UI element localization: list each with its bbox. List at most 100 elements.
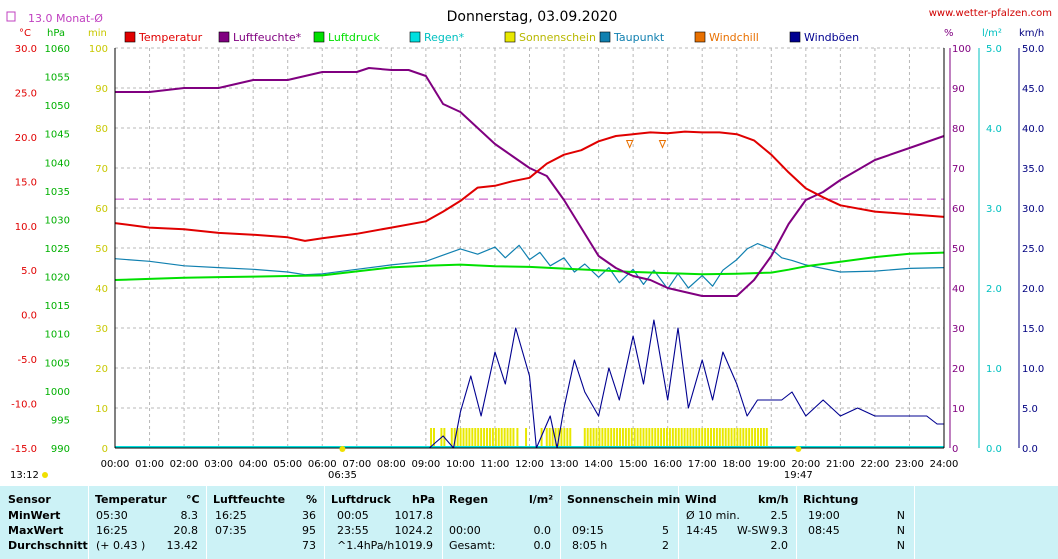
table-cell: 9.3: [770, 524, 789, 537]
tick-time: 14:00: [584, 459, 613, 470]
tick-time: 00:00: [101, 459, 130, 470]
sunshine-bar: [516, 428, 519, 447]
header-wind: Wind: [685, 493, 717, 506]
tick-pressure: 995: [51, 415, 70, 426]
tick-rain: 3.0: [986, 204, 1002, 215]
sunshine-bar: [724, 428, 727, 447]
sunshine-bar: [566, 428, 569, 447]
sunshine-bar: [654, 428, 657, 447]
sunshine-bar: [545, 428, 548, 447]
left-time-label: 13:12: [10, 470, 39, 481]
tick-time: 05:00: [273, 459, 302, 470]
tick-rain-minutes: 60: [95, 204, 108, 215]
tick-temperature: 20.0: [15, 133, 37, 144]
table-cell: 07:35: [215, 524, 247, 537]
series-luftfeuchte: [115, 67, 945, 297]
series-temperatur: [114, 130, 945, 242]
column-divider: [324, 486, 325, 559]
sunshine-bar: [525, 428, 528, 447]
sunshine-bar: [710, 428, 713, 447]
tick-pressure: 1045: [45, 130, 70, 141]
statistics-table: Sensor Temperatur °C Luftfeuchte % Luftd…: [0, 486, 1058, 559]
tick-time: 02:00: [170, 459, 199, 470]
sunshine-bar: [474, 428, 477, 447]
sunshine-bar: [497, 428, 500, 447]
header-rain: Regen: [449, 493, 489, 506]
table-cell: (+ 0.43 ): [96, 539, 146, 552]
tick-humidity: 40: [952, 284, 965, 295]
sunshine-bar: [736, 428, 739, 447]
sunshine-bar: [756, 428, 759, 447]
sunshine-bar: [718, 428, 721, 447]
sunshine-bar: [660, 428, 663, 447]
tick-temperature: 30.0: [15, 44, 37, 55]
tick-time: 11:00: [481, 459, 510, 470]
legend-label: Regen*: [424, 31, 465, 44]
table-cell: 05:30: [96, 509, 128, 522]
tick-time: 08:00: [377, 459, 406, 470]
column-divider: [206, 486, 207, 559]
sunrise-label: 06:35: [328, 470, 357, 481]
sunshine-bar: [540, 428, 543, 447]
tick-wind: 0.0: [1022, 444, 1038, 455]
table-cell: 2.5: [770, 509, 789, 522]
legend-label: Windböen: [804, 31, 859, 44]
tick-temperature: -10.0: [11, 400, 37, 411]
tick-time: 22:00: [861, 459, 890, 470]
tick-rain-minutes: 80: [95, 124, 108, 135]
sunshine-bar: [616, 428, 619, 447]
legend-swatch: [694, 31, 706, 43]
weather-chart: 30.0 25.0 20.0 15.0 10.0 5.0 0.0 -5.0 -10.0 -15.0…: [6, 8, 1052, 481]
sunshine-bar: [432, 428, 435, 447]
table-cell: 16:25: [215, 509, 247, 522]
sunshine-bar: [663, 428, 666, 447]
sunshine-bar: [506, 428, 509, 447]
sunshine-bar: [569, 428, 572, 447]
header-pressure: Luftdruck: [331, 493, 391, 506]
sunshine-bar: [686, 428, 689, 447]
column-divider: [796, 486, 797, 559]
legend-swatch: [409, 31, 421, 43]
sunshine-bar: [563, 428, 566, 447]
sunshine-bar: [633, 428, 636, 447]
column-divider: [442, 486, 443, 559]
header-wind-unit: km/h: [758, 493, 789, 506]
tick-time: 17:00: [688, 459, 717, 470]
table-cell: 1019.9: [394, 539, 434, 552]
tick-time: 07:00: [342, 459, 371, 470]
series-luftdruck: [114, 251, 945, 281]
tick-temperature: 10.0: [15, 222, 37, 233]
tick-wind: 40.0: [1022, 124, 1044, 135]
sunshine-bar: [509, 428, 512, 447]
sunshine-bar: [701, 428, 704, 447]
axes: [114, 48, 1020, 449]
table-cell: 14:45: [686, 524, 718, 537]
tick-wind: 10.0: [1022, 364, 1044, 375]
sunshine-bar: [727, 428, 730, 447]
tick-pressure: 1010: [45, 330, 70, 341]
sunshine-bar: [730, 428, 733, 447]
tick-rain-minutes: 20: [95, 364, 108, 375]
row-label: MaxWert: [8, 524, 64, 537]
sunshine-bar: [648, 428, 651, 447]
sunshine-bar: [733, 428, 736, 447]
sunshine-bar: [494, 428, 497, 447]
sunshine-bar: [618, 428, 621, 447]
sunshine-bar: [610, 428, 613, 447]
sunshine-bar: [548, 428, 551, 447]
legend-label: Taupunkt: [613, 31, 665, 44]
header-humidity-unit: %: [306, 493, 318, 506]
sunshine-bar: [456, 428, 459, 447]
table-cell: 13.42: [166, 539, 199, 552]
windchill-marker: [625, 139, 634, 149]
tick-rain-minutes: 0: [102, 444, 108, 455]
table-cell: 2.0: [770, 539, 789, 552]
tick-rain: 2.0: [986, 284, 1002, 295]
sunshine-bar: [657, 428, 660, 447]
table-cell: 08:45: [808, 524, 840, 537]
legend-label: Windchill: [709, 31, 759, 44]
header-humidity: Luftfeuchte: [213, 493, 286, 506]
sunshine-bar: [748, 428, 751, 447]
sunshine-bar: [601, 428, 604, 447]
table-cell: 19:00: [808, 509, 840, 522]
